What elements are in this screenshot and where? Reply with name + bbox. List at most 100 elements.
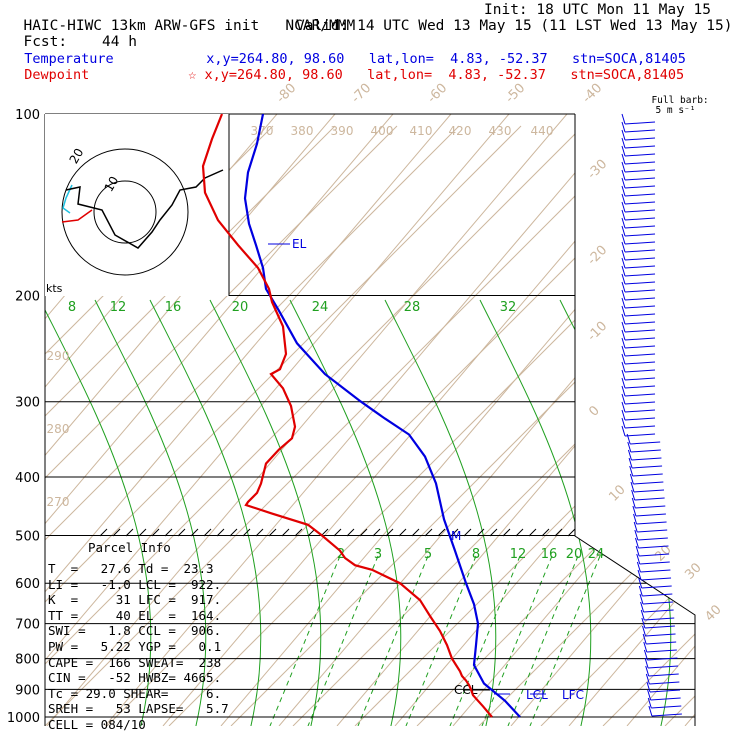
right-frame bbox=[574, 114, 696, 726]
theta-label: 370 bbox=[251, 124, 274, 138]
wind-barb-flag bbox=[621, 417, 626, 429]
wind-barb-flag bbox=[629, 473, 634, 485]
level-hatch bbox=[502, 528, 511, 537]
level-hatch bbox=[346, 528, 355, 537]
wind-barb bbox=[624, 265, 656, 269]
isotherm-line bbox=[478, 125, 695, 726]
wind-barb-flag bbox=[628, 457, 633, 469]
temperature-tick-label: 40 bbox=[702, 602, 724, 624]
isotherm-line bbox=[540, 125, 695, 726]
wind-barb bbox=[624, 281, 656, 285]
mixing-ratio-label: 3 bbox=[374, 547, 382, 562]
hodograph-unit-label: kts bbox=[46, 282, 63, 295]
mixing-ratio-line bbox=[357, 555, 429, 726]
level-hatch bbox=[99, 528, 108, 537]
wind-barb-flag bbox=[646, 681, 651, 693]
parcel-info-row: TT = 40 EL = 164. bbox=[48, 607, 222, 623]
moist-adiabat-line bbox=[289, 299, 402, 726]
level-hatch bbox=[138, 528, 147, 537]
level-label: LFC bbox=[562, 688, 584, 702]
wind-barb bbox=[624, 401, 656, 405]
temperature-tick-label: -60 bbox=[425, 81, 451, 107]
wind-barb bbox=[624, 393, 656, 397]
wind-barb-flag bbox=[640, 601, 645, 613]
level-hatch bbox=[268, 528, 277, 537]
wind-barb bbox=[624, 185, 656, 189]
isotherm-line bbox=[727, 126, 740, 726]
wind-barb-flag bbox=[621, 249, 626, 261]
wind-barb bbox=[624, 273, 656, 277]
wind-barb-flag bbox=[636, 561, 641, 573]
temperature-tick-label: -50 bbox=[503, 81, 529, 107]
wind-barb bbox=[649, 689, 681, 693]
hodograph-trace bbox=[65, 169, 224, 249]
wind-barb-flag bbox=[633, 513, 638, 525]
wind-barb-flag bbox=[621, 145, 626, 157]
wind-barb bbox=[624, 289, 656, 293]
wind-barb-flag bbox=[640, 609, 645, 621]
wind-barb-flag bbox=[638, 577, 643, 589]
level-hatch bbox=[164, 528, 173, 537]
level-hatch bbox=[515, 528, 524, 537]
parcel-info-row: K = 31 LFC = 917. bbox=[48, 592, 222, 608]
mixing-ratio-line bbox=[507, 555, 579, 726]
theta-label: 290 bbox=[47, 349, 70, 363]
wind-barb bbox=[624, 305, 656, 309]
mixing-ratio-line bbox=[529, 555, 601, 726]
wind-barb bbox=[624, 241, 656, 245]
level-hatch bbox=[229, 528, 238, 537]
wind-barb bbox=[624, 433, 656, 437]
moist-adiabat-line bbox=[45, 299, 152, 726]
wind-barb bbox=[641, 577, 672, 581]
wind-barb-flag bbox=[629, 465, 634, 477]
level-hatch bbox=[541, 528, 550, 537]
wind-barb-flag bbox=[621, 385, 626, 397]
level-hatch bbox=[294, 528, 303, 537]
level-hatch bbox=[450, 528, 459, 537]
wind-barb bbox=[624, 337, 656, 341]
theta-label: 410 bbox=[410, 124, 433, 138]
wind-barb-flag bbox=[644, 657, 649, 669]
theta-e-label: 24 bbox=[312, 300, 329, 315]
isotherm-line bbox=[230, 125, 695, 726]
level-hatch bbox=[528, 528, 537, 537]
dewpoint-location: ☆ x,y=264.80, 98.60 lat,lon= 4.83, -52.3… bbox=[188, 67, 685, 83]
temperature-tick-label: 10 bbox=[606, 482, 628, 504]
wind-barb-flag bbox=[621, 425, 626, 437]
wind-barb-flag bbox=[621, 265, 626, 277]
parcel-info-row: SWI = 1.8 CCL = 906. bbox=[48, 623, 222, 639]
wind-barb bbox=[624, 425, 656, 429]
mixing-ratio-line bbox=[307, 555, 379, 726]
isotherm-line bbox=[45, 125, 398, 726]
moist-adiabat-line bbox=[384, 299, 497, 726]
dewpoint-profile bbox=[201, 114, 493, 718]
wind-barb bbox=[651, 705, 682, 709]
wind-barb bbox=[624, 233, 656, 237]
parcel-info-row: Tc = 29.0 SHEAR= 6. bbox=[48, 685, 222, 701]
wind-barb-flag bbox=[621, 121, 626, 133]
wind-barb bbox=[630, 441, 661, 445]
wind-barb-flag bbox=[621, 209, 626, 221]
wind-barb bbox=[624, 321, 656, 325]
level-hatch bbox=[333, 528, 342, 537]
wind-barb-flag bbox=[635, 537, 639, 549]
forecast-hour: Fcst: 44 h bbox=[23, 34, 137, 50]
wind-barb-flag bbox=[621, 193, 626, 205]
wind-barb-flag bbox=[645, 673, 650, 685]
theta-e-label: 20 bbox=[232, 300, 249, 315]
wind-barb bbox=[624, 177, 656, 181]
wind-barb-flag bbox=[621, 161, 626, 173]
dry-adiabat-line bbox=[162, 114, 684, 726]
wind-barb-flag bbox=[621, 321, 626, 333]
wind-barb bbox=[624, 249, 656, 253]
temperature-tick-label: -40 bbox=[580, 81, 606, 107]
moist-adiabat-line bbox=[94, 299, 207, 726]
wind-barb bbox=[633, 489, 665, 493]
wind-barb-flag bbox=[636, 553, 641, 565]
wind-barb-flag bbox=[621, 217, 626, 229]
wind-barb-flag bbox=[621, 345, 626, 357]
wind-barb bbox=[640, 569, 671, 573]
parcel-info-title: Parcel Info bbox=[88, 540, 171, 555]
wind-barb bbox=[641, 585, 672, 589]
hodograph-trace-mid bbox=[62, 184, 73, 214]
